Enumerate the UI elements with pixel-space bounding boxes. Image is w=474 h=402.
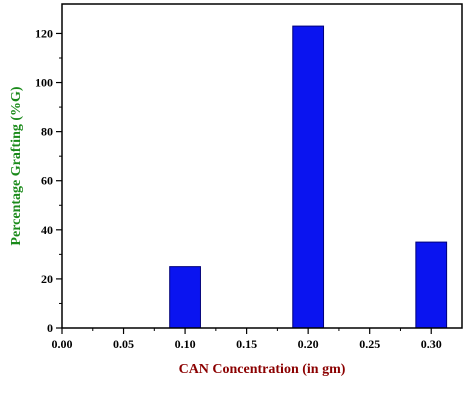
x-tick-label: 0.10 — [175, 337, 196, 351]
y-tick-label: 120 — [35, 26, 53, 40]
y-axis-title: Percentage Grafting (%G) — [9, 86, 24, 245]
x-tick-label: 0.30 — [421, 337, 442, 351]
y-tick-label: 100 — [35, 76, 53, 90]
ticks-layer: 0.00 0.05 0.10 0.15 0.20 0.25 0.30 0 20 40 60 80 100… — [35, 26, 442, 351]
plot-frame — [61, 3, 463, 329]
x-tick-label: 0.15 — [236, 337, 257, 351]
y-tick-label: 40 — [41, 223, 53, 237]
x-tick-label: 0.05 — [113, 337, 134, 351]
x-tick-label: 0.25 — [359, 337, 380, 351]
x-axis-title: CAN Concentration (in gm) — [179, 362, 346, 377]
x-tick-label: 0.20 — [298, 337, 319, 351]
bar — [292, 25, 325, 329]
bar — [415, 241, 448, 329]
bars-layer — [169, 25, 448, 329]
y-tick-label: 0 — [47, 321, 53, 335]
y-tick-label: 60 — [41, 174, 53, 188]
y-tick-label: 20 — [41, 272, 53, 286]
x-tick-label: 0.00 — [52, 337, 73, 351]
bar — [169, 266, 201, 329]
y-tick-label: 80 — [41, 125, 53, 139]
